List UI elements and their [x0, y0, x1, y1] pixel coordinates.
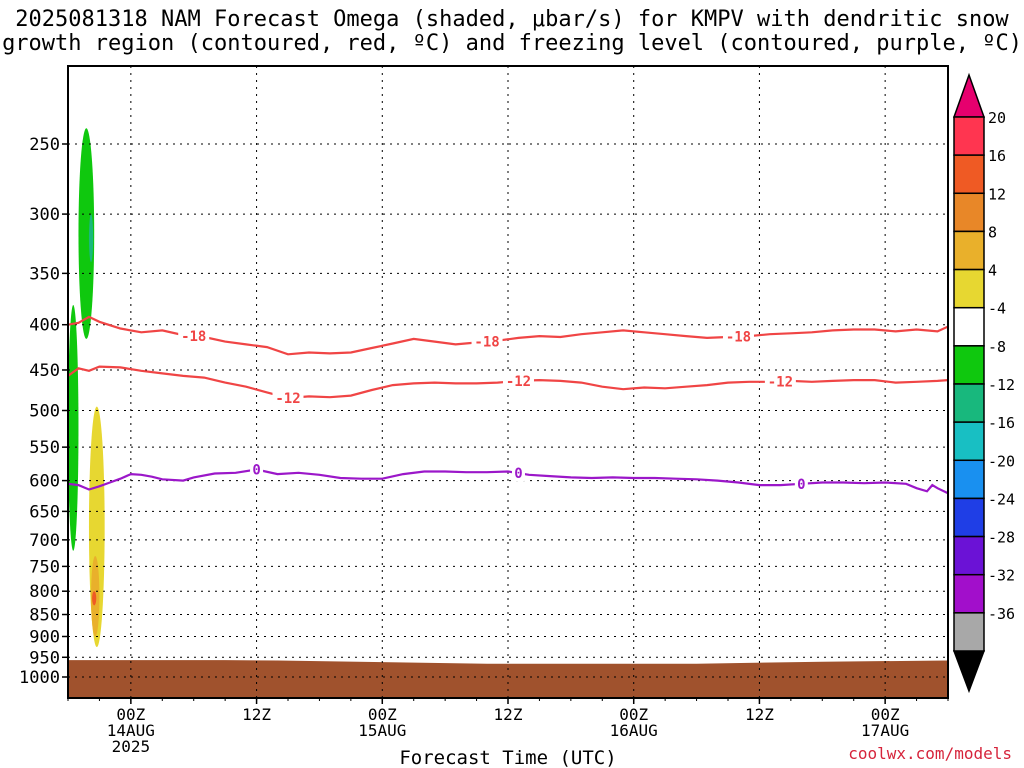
colorbar-bin-13: [953, 612, 985, 652]
colorbar-label-5: -4: [988, 300, 1006, 318]
ytick-label-900: 900: [29, 627, 60, 647]
colorbar-bottom-arrow: [952, 650, 986, 694]
contour-label-0-0: -18: [181, 329, 206, 345]
colorbar-label-3: 8: [988, 223, 997, 241]
xtick-label-6: 00Z: [116, 705, 145, 724]
colorbar-label-4: 4: [988, 262, 997, 280]
contour-label-2-0: 0: [252, 463, 260, 479]
chart-title-line-2: growth region (contoured, red, ºC) and f…: [2, 31, 1022, 56]
credit-text: coolwx.com/models: [848, 744, 1012, 763]
colorbar-label-12: -32: [988, 567, 1015, 585]
xtick-label-18: 12Z: [242, 705, 271, 724]
ytick-label-950: 950: [29, 648, 60, 668]
colorbar-bin-8: [953, 421, 985, 462]
x-axis-title: Forecast Time (UTC): [399, 747, 616, 768]
contour-label-2-1: 0: [514, 466, 522, 482]
colorbar-top-arrow: [952, 72, 986, 118]
xtick-label-54: 00Z: [619, 705, 648, 724]
ytick-label-850: 850: [29, 606, 60, 626]
ytick-label-400: 400: [29, 316, 60, 336]
colorbar-label-0: 20: [988, 109, 1006, 127]
terrain-fill: [68, 660, 948, 698]
ytick-label-300: 300: [29, 205, 60, 225]
ytick-label-350: 350: [29, 264, 60, 284]
xtick-label-42: 12Z: [494, 705, 523, 724]
ytick-label-500: 500: [29, 402, 60, 422]
colorbar-bin-1: [953, 154, 985, 195]
colorbar-label-10: -24: [988, 490, 1015, 508]
ytick-label-550: 550: [29, 438, 60, 458]
contour-line-2: [68, 468, 948, 495]
colorbar-bin-10: [953, 497, 985, 538]
omega-shade-5: [92, 591, 97, 606]
xtick-sublabel-6-1: 2025: [112, 737, 151, 756]
colorbar-bin-3: [953, 230, 985, 271]
xtick-label-30: 00Z: [368, 705, 397, 724]
ytick-label-450: 450: [29, 361, 60, 381]
colorbar-label-1: 16: [988, 147, 1006, 165]
colorbar-bin-7: [953, 383, 985, 423]
omega-shade-2: [68, 304, 79, 551]
contour-label-2-2: 0: [797, 477, 805, 493]
omega-shade-0: [78, 128, 95, 339]
chart-title-line-1: 2025081318 NAM Forecast Omega (shaded, μ…: [15, 7, 1009, 32]
colorbar-bin-2: [953, 192, 985, 233]
contour-label-0-1: -18: [474, 335, 499, 351]
xtick-sublabel-6-0: 14AUG: [107, 721, 155, 740]
colorbar-bin-0: [953, 116, 985, 156]
colorbar-bin-6: [953, 345, 985, 385]
xtick-sublabel-78-0: 17AUG: [861, 721, 909, 740]
colorbar-label-2: 12: [988, 185, 1006, 203]
colorbar-bin-5: [953, 306, 985, 347]
colorbar-bin-9: [953, 459, 985, 500]
colorbar-label-11: -28: [988, 529, 1015, 547]
xtick-label-78: 00Z: [871, 705, 900, 724]
contour-label-1-1: -12: [506, 374, 531, 390]
contour-label-1-0: -12: [275, 391, 300, 407]
ytick-label-650: 650: [29, 502, 60, 522]
colorbar-bin-12: [953, 573, 985, 614]
xtick-label-66: 12Z: [745, 705, 774, 724]
ytick-label-250: 250: [29, 135, 60, 155]
ytick-label-600: 600: [29, 472, 60, 492]
colorbar-label-8: -16: [988, 414, 1015, 432]
plot-area: -18 -18 -18 -12 -12 -12 0 0 0: [68, 66, 948, 698]
ytick-label-800: 800: [29, 582, 60, 602]
colorbar-label-7: -12: [988, 376, 1015, 394]
colorbar-label-13: -36: [988, 605, 1015, 623]
contour-label-1-2: -12: [768, 374, 793, 390]
ytick-label-700: 700: [29, 531, 60, 551]
colorbar-label-9: -20: [988, 452, 1015, 470]
contour-label-0-2: -18: [726, 330, 751, 346]
colorbar-bin-4: [953, 268, 985, 309]
ytick-label-1000: 1000: [19, 668, 60, 688]
contour-line-1: [68, 365, 948, 400]
xtick-sublabel-54-0: 16AUG: [610, 721, 658, 740]
omega-shade-1: [88, 214, 94, 263]
colorbar-bin-11: [953, 535, 985, 576]
xtick-sublabel-30-0: 15AUG: [358, 721, 406, 740]
colorbar-label-6: -8: [988, 338, 1006, 356]
ytick-label-750: 750: [29, 557, 60, 577]
